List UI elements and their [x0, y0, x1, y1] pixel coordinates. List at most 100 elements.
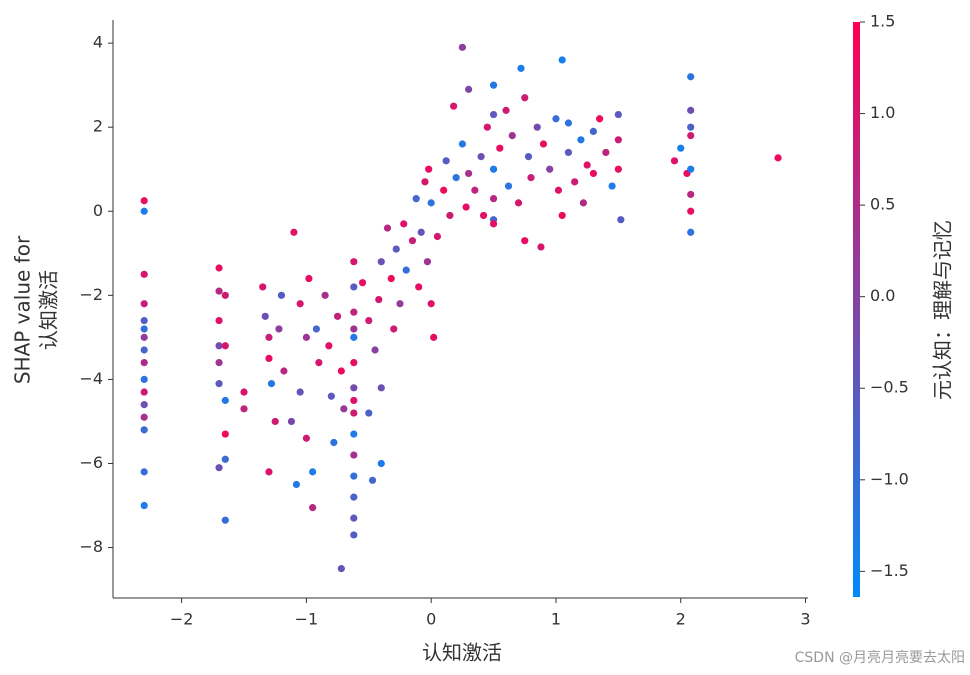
point	[571, 178, 579, 186]
x-tick-label: −1	[295, 610, 319, 629]
point	[375, 295, 383, 304]
point	[687, 123, 695, 131]
point	[390, 325, 398, 333]
point	[564, 119, 573, 127]
point	[452, 174, 460, 182]
point	[215, 287, 223, 295]
point	[350, 531, 358, 539]
y-tick-label: 2	[93, 117, 103, 136]
point	[617, 216, 625, 224]
point	[140, 468, 148, 476]
x-tick-label: −2	[170, 610, 194, 629]
point	[365, 409, 373, 417]
point	[687, 73, 695, 81]
point	[579, 199, 588, 207]
point	[489, 81, 498, 89]
y-tick-label: 4	[93, 33, 103, 52]
point	[292, 480, 301, 489]
point	[433, 232, 442, 241]
point	[450, 102, 458, 110]
point	[287, 417, 296, 426]
point	[489, 195, 498, 203]
point	[261, 312, 269, 320]
point	[221, 430, 229, 438]
colorbar-tick-label: −1.5	[870, 561, 909, 580]
point	[325, 342, 333, 350]
point	[521, 94, 529, 102]
point	[267, 380, 276, 388]
point	[546, 165, 554, 173]
point	[614, 136, 622, 144]
point	[462, 203, 470, 211]
point	[614, 110, 622, 119]
x-tick-label: 3	[800, 610, 810, 629]
x-axis-label: 认知激活	[422, 641, 502, 665]
point	[377, 258, 385, 266]
point	[537, 243, 545, 251]
point	[687, 190, 695, 199]
point	[271, 417, 279, 426]
point	[417, 228, 425, 236]
y-axis-label: SHAP value for	[11, 235, 35, 384]
point	[140, 197, 148, 205]
point	[221, 342, 229, 350]
point	[465, 85, 473, 93]
point	[350, 325, 358, 333]
colorbar-tick-label: −0.5	[870, 378, 909, 397]
point	[583, 161, 591, 169]
point	[483, 123, 491, 131]
point	[687, 165, 695, 173]
point	[350, 333, 358, 341]
colorbar	[853, 22, 860, 597]
point	[489, 220, 498, 228]
point	[504, 182, 513, 190]
point	[140, 346, 148, 354]
point	[140, 388, 148, 396]
point	[774, 154, 782, 162]
point	[350, 396, 358, 405]
point	[425, 165, 433, 173]
point	[446, 211, 454, 220]
point	[302, 333, 311, 341]
colorbar-tick-label: 1.0	[870, 103, 895, 122]
point	[358, 279, 367, 287]
point	[508, 132, 516, 140]
x-tick-label: 1	[551, 610, 561, 629]
point	[440, 186, 448, 194]
point	[596, 115, 604, 123]
point	[496, 144, 504, 152]
point	[608, 182, 616, 190]
point	[552, 115, 560, 123]
point	[277, 291, 286, 299]
point	[275, 325, 283, 333]
point	[564, 148, 573, 157]
point	[383, 224, 392, 232]
point	[140, 333, 148, 341]
point	[427, 300, 435, 308]
point	[312, 325, 320, 333]
point	[392, 245, 400, 253]
x-tick-label: 2	[676, 610, 686, 629]
point	[140, 375, 148, 384]
point	[577, 136, 585, 144]
point	[215, 342, 223, 350]
point	[517, 64, 525, 72]
point	[302, 434, 311, 442]
colorbar-tick-label: 1.5	[870, 12, 895, 31]
y-axis-label: 认知激活	[37, 270, 61, 350]
x-tick-label: 0	[426, 610, 436, 629]
point	[333, 312, 342, 320]
colorbar-tick-label: 0.0	[870, 286, 895, 305]
point	[327, 392, 335, 400]
point	[140, 300, 148, 308]
point	[309, 504, 317, 512]
point	[140, 501, 148, 510]
y-tick-label: −8	[79, 537, 103, 556]
point	[215, 380, 223, 388]
point	[415, 283, 423, 291]
point	[558, 211, 566, 220]
point	[265, 354, 273, 362]
y-tick-label: −2	[79, 285, 103, 304]
point	[296, 300, 304, 308]
point	[350, 384, 358, 392]
